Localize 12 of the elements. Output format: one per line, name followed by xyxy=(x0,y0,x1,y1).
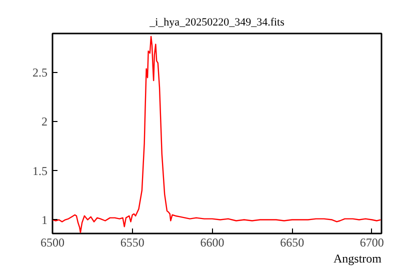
x-tick-label: 6600 xyxy=(200,236,224,250)
line-series xyxy=(52,36,382,234)
y-tick-label: 2 xyxy=(42,114,48,129)
chart-title: _i_hya_20250220_349_34.fits xyxy=(148,16,284,28)
x-tick-label: 6500 xyxy=(40,236,64,250)
x-tick-label: 6650 xyxy=(280,236,304,250)
y-tick-label: 2.5 xyxy=(32,66,48,80)
x-axis-title: Angstrom xyxy=(334,252,382,266)
x-tick-label: 6700 xyxy=(360,236,384,250)
y-tick-label: 1.5 xyxy=(32,164,48,178)
y-tick-label: 1 xyxy=(42,212,48,227)
x-tick-label: 6550 xyxy=(120,236,144,250)
